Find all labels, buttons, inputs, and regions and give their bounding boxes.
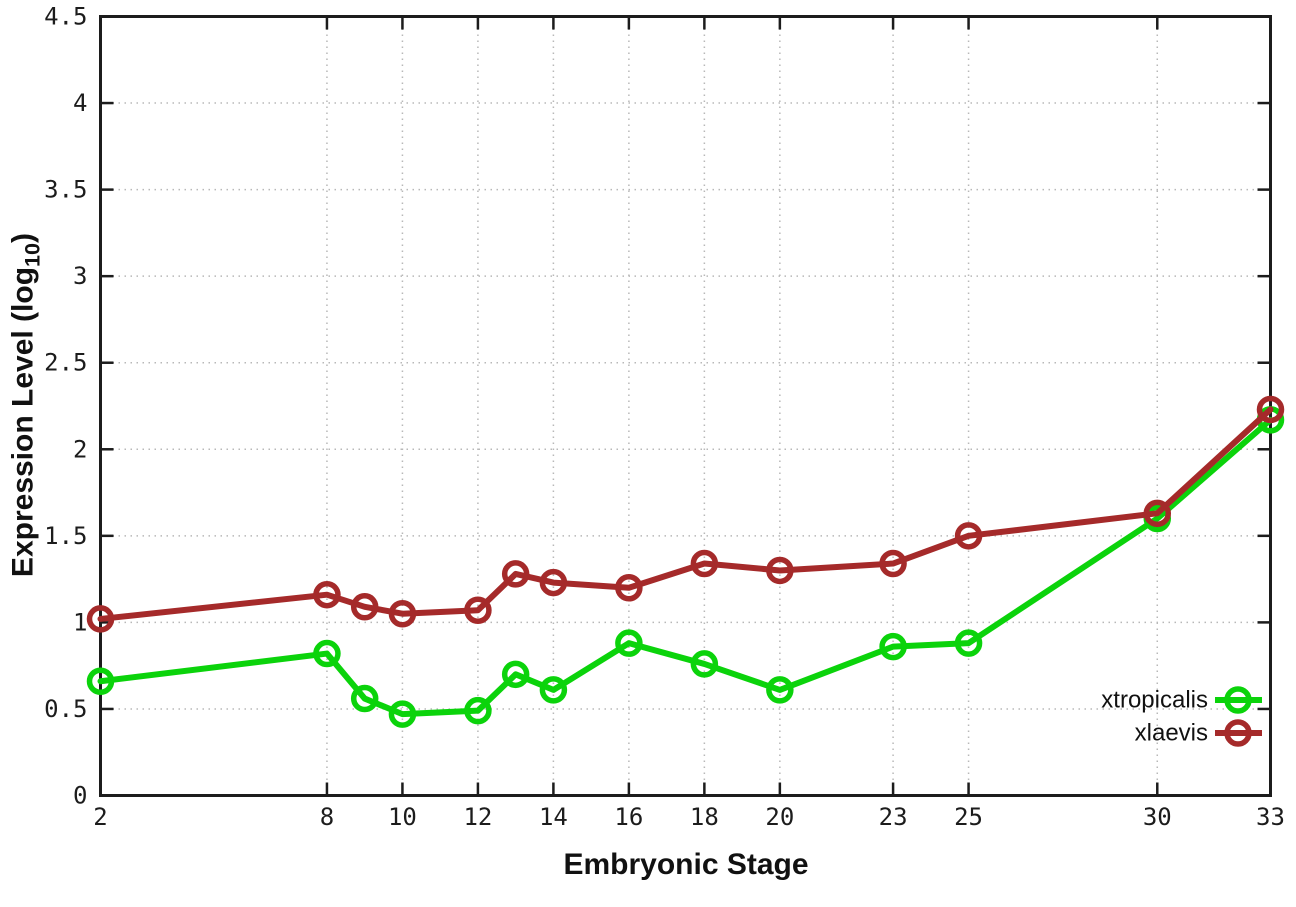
y-tick-label: 2: [73, 435, 87, 463]
xtropicalis-data-point-marker: [350, 684, 379, 713]
xtropicalis-data-point-marker: [501, 660, 530, 689]
x-tick-label: 33: [1256, 803, 1285, 831]
x-tick-label: 23: [879, 803, 908, 831]
gridlines: [100, 16, 1271, 796]
x-tick-label: 20: [765, 803, 794, 831]
xtropicalis-data-point-marker: [615, 629, 643, 657]
y-tick-label: 0: [73, 782, 87, 810]
chart-generated-layer: 2 8 10 12 14 16 18 20 23 25 30 33 0 0.5 1 1.5 2 2.5 3 3.5 4 4…: [44, 3, 1285, 832]
xlaevis-data-point-marker: [879, 549, 907, 578]
x-tick-label: 16: [614, 803, 643, 831]
y-axis-title-close: ): [6, 232, 40, 243]
xlaevis-data-point-marker: [313, 580, 341, 609]
x-tick-label: 8: [320, 803, 334, 831]
xtropicalis-data-point-marker: [388, 700, 417, 728]
xlaevis-data-point-marker: [690, 549, 719, 578]
xtropicalis-data-point-marker: [313, 639, 341, 668]
y-tick-label: 0.5: [44, 695, 87, 723]
y-tick-label: 4: [73, 89, 87, 117]
y-axis-title-text: Expression Level (log: [6, 266, 40, 578]
x-tick-label: 10: [388, 803, 417, 831]
legend-marker-xtropicalis-icon: [1224, 686, 1252, 714]
y-tick-label: 3: [73, 262, 87, 290]
legend-label-xtropicalis: xtropicalis: [1101, 687, 1208, 714]
y-axis-title: Expression Level (log10): [7, 233, 46, 577]
y-tick-label: 4.5: [44, 3, 87, 31]
y-tick-label: 1: [73, 608, 87, 636]
x-axis-title: Embryonic Stage: [563, 848, 809, 881]
tick-marks: [99, 15, 1272, 797]
x-tick-labels: 2 8 10 12 14 16 18 20 23 25 30 33: [93, 803, 1285, 831]
legend: xtropicalis xlaevis: [1101, 686, 1262, 747]
xlaevis-data-point-marker: [350, 593, 379, 621]
series-xlaevis: [86, 395, 1285, 633]
xlaevis-data-point-marker: [539, 568, 568, 597]
x-tick-label: 14: [539, 803, 568, 831]
xlaevis-data-point-marker: [954, 522, 983, 550]
x-tick-label: 12: [463, 803, 492, 831]
xlaevis-data-point-marker: [1256, 395, 1285, 424]
series-xtropicalis: [86, 406, 1285, 728]
legend-label-xlaevis: xlaevis: [1135, 720, 1208, 747]
xlaevis-data-point-marker: [464, 596, 492, 625]
xtropicalis-data-point-marker: [86, 667, 115, 695]
y-tick-labels: 0 0.5 1 1.5 2 2.5 3 3.5 4 4.5: [44, 3, 87, 810]
xlaevis-data-point-marker: [766, 556, 794, 585]
xtropicalis-data-point-marker: [954, 629, 983, 657]
xtropicalis-data-point-marker: [879, 632, 907, 661]
xtropicalis-data-point-marker: [464, 696, 492, 725]
plot-border: [99, 15, 1272, 797]
xtropicalis-data-point-marker: [690, 650, 719, 678]
xlaevis-data-point-marker: [388, 599, 417, 628]
x-tick-label: 2: [93, 803, 107, 831]
x-tick-label: 25: [954, 803, 983, 831]
xlaevis-data-point-marker: [615, 574, 643, 602]
xlaevis-line: [97, 406, 1274, 622]
xtropicalis-data-point-marker: [539, 676, 568, 704]
xlaevis-data-point-marker: [86, 605, 115, 633]
xlaevis-data-point-marker: [501, 560, 530, 588]
legend-marker-xlaevis-icon: [1224, 719, 1252, 747]
xtropicalis-data-point-marker: [766, 676, 794, 704]
x-tick-label: 18: [690, 803, 719, 831]
y-axis-title-subscript: 10: [19, 242, 45, 267]
y-tick-label: 2.5: [44, 349, 87, 377]
xlaevis-data-point-marker: [1143, 499, 1172, 528]
x-tick-label: 30: [1143, 803, 1172, 831]
y-tick-label: 1.5: [44, 522, 87, 550]
y-tick-label: 3.5: [44, 176, 87, 204]
